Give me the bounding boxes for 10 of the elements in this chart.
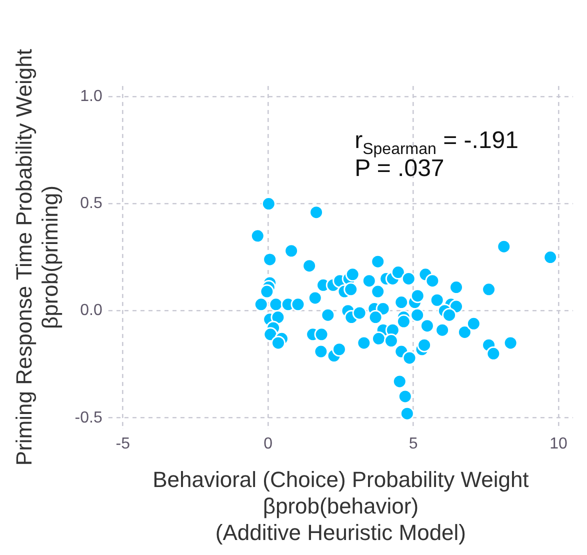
x-tick-label: 5	[408, 436, 418, 453]
y-axis-title: Priming Response Time Probability Weight βprob(priming)	[11, 49, 63, 466]
x-tick-label: 0	[264, 436, 273, 453]
y-tick-label: 1.0	[80, 88, 102, 106]
y-tick-label: 0.0	[80, 302, 102, 320]
y-tick-label: -0.5	[74, 409, 102, 426]
x-tick-label: 10	[550, 436, 568, 453]
y-tick-label: 0.5	[80, 195, 102, 212]
x-tick-label: -5	[116, 436, 130, 453]
x-axis-title: Behavioral (Choice) Probability Weight βprob(behavior) (Additive Heuristic Model)	[152, 467, 529, 545]
